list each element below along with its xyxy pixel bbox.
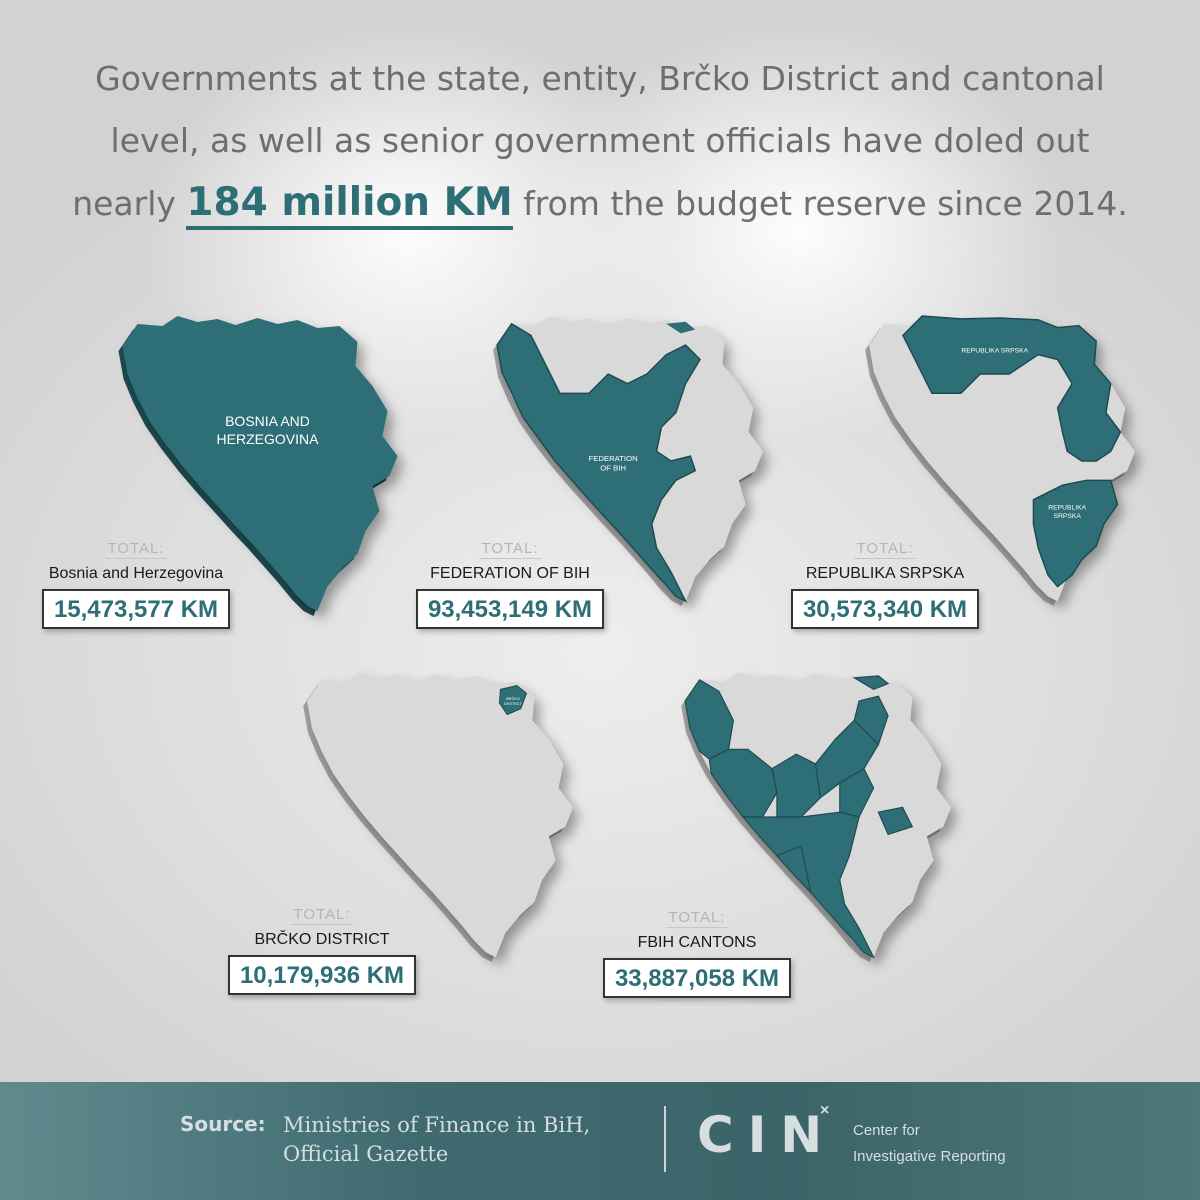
total-block-cantons: TOTAL: FBIH CANTONS 33,887,058 KM (597, 909, 797, 998)
total-label: TOTAL: (291, 906, 353, 925)
canton-sarajevo (839, 767, 875, 818)
total-name-cantons: FBIH CANTONS (637, 934, 757, 951)
total-label: TOTAL: (666, 909, 728, 928)
map-republika-srpska: REPUBLIKA SRPSKA REPUBLIKA SRPSKA (852, 315, 1152, 606)
source-text: Ministries of Finance in BiH, Official G… (283, 1111, 590, 1169)
headline-highlight-amount: 184 million KM (186, 180, 513, 230)
cin-logo-mark-icon: × (820, 1102, 830, 1119)
total-amount-brcko: 10,179,936 KM (227, 955, 417, 995)
map-label-brcko-2: DISTRICT (504, 702, 522, 706)
fbih-region-shape (496, 322, 701, 603)
rs-north-region (902, 315, 1122, 462)
map-label-fbih-1: FEDERATION (588, 454, 637, 463)
map-brcko-district: BRČKO DISTRICT (290, 672, 590, 962)
map-fbih-cantons (668, 672, 968, 962)
map-federation-of-bih: FEDERATION OF BIH (480, 316, 780, 606)
total-block-brcko: TOTAL: BRČKO DISTRICT 10,179,936 KM (222, 906, 422, 995)
headline-line-3-end: from the budget reserve since 2014. (512, 184, 1128, 223)
total-label: TOTAL: (479, 540, 541, 559)
canton-central-bosnia (771, 753, 822, 818)
map-label-bih-1: BOSNIA AND (225, 413, 310, 429)
total-label: TOTAL: (854, 540, 916, 559)
cin-logo: CIN (697, 1106, 837, 1164)
map-label-rs-south-2: SRPSKA (1054, 513, 1082, 520)
footer: Source: Ministries of Finance in BiH, Of… (0, 1082, 1200, 1200)
source-line-1: Ministries of Finance in BiH, (283, 1113, 591, 1137)
total-label: TOTAL: (105, 540, 167, 559)
canton-west-herzegovina (775, 845, 812, 895)
total-amount-rs: 30,573,340 KM (790, 589, 980, 629)
brcko-region-shape (498, 685, 528, 716)
map-bosnia-and-herzegovina: BOSNIA AND HERZEGOVINA (100, 316, 420, 616)
organization-name-line-2: Investigative Reporting (853, 1148, 1006, 1165)
footer-divider (664, 1106, 666, 1172)
headline-line-1: Governments at the state, entity, Brčko … (95, 59, 1105, 98)
map-label-brcko-1: BRČKO (506, 696, 520, 701)
organization-name: Center for Investigative Reporting (853, 1118, 1006, 1170)
source-line-2: Official Gazette (283, 1142, 449, 1166)
map-label-fbih-2: OF BIH (600, 464, 626, 473)
canton-west-region (708, 748, 778, 818)
map-label-rs-south-1: REPUBLIKA (1048, 504, 1086, 511)
total-amount-bih: 15,473,577 KM (41, 589, 231, 629)
source-label: Source: (180, 1112, 266, 1136)
headline: Governments at the state, entity, Brčko … (40, 48, 1160, 235)
total-block-rs: TOTAL: REPUBLIKA SRPSKA 30,573,340 KM (785, 540, 985, 629)
headline-line-2: level, as well as senior government offi… (110, 121, 1090, 160)
total-amount-fbih: 93,453,149 KM (415, 589, 605, 629)
headline-line-3-start: nearly (72, 184, 187, 223)
total-name-fbih: FEDERATION OF BIH (430, 565, 590, 582)
canton-tuzla (853, 695, 889, 746)
total-name-brcko: BRČKO DISTRICT (254, 931, 390, 948)
organization-name-line-1: Center for (853, 1122, 920, 1139)
map-label-bih-2: HERZEGOVINA (217, 431, 320, 447)
fbih-north-enclave (666, 321, 696, 334)
total-block-fbih: TOTAL: FEDERATION OF BIH 93,453,149 KM (410, 540, 610, 629)
total-name-rs: REPUBLIKA SRPSKA (805, 565, 965, 582)
total-name-bih: Bosnia and Herzegovina (48, 565, 224, 582)
rs-south-region (1032, 479, 1119, 588)
map-label-rs-north: REPUBLIKA SRPSKA (961, 348, 1028, 355)
total-block-bih: TOTAL: Bosnia and Herzegovina 15,473,577… (36, 540, 236, 629)
canton-gorazde (877, 806, 914, 836)
total-amount-cantons: 33,887,058 KM (602, 958, 792, 998)
canton-posavina (852, 675, 890, 691)
